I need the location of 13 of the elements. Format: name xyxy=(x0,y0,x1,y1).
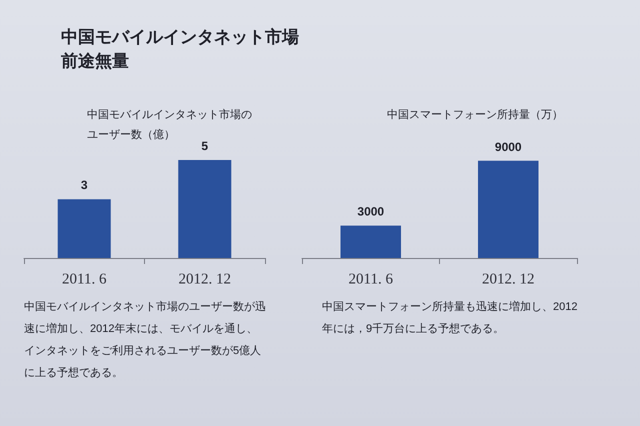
chart-title: 中国スマートフォーン所持量（万） xyxy=(387,108,563,121)
x-tick-label: 2012. 12 xyxy=(482,272,534,288)
data-label: 5 xyxy=(201,139,208,153)
x-tick-label: 2011. 6 xyxy=(348,272,394,288)
text: 中国モバイルインタネット市場のユーザー数が迅速に増加し、2012年末には、モバイルを通し、インタネットをご利用されるユーザー数が5億人に上る予想である。 xyxy=(24,300,266,379)
data-label: 3 xyxy=(80,178,88,192)
chart-subtitle: 中国モバイルインタネット市場のユーザー数（億） xyxy=(87,108,252,141)
data-label: 3000 xyxy=(357,204,384,219)
x-tick-label: 2011. 6 xyxy=(62,272,107,288)
x-tick-label: 2012. 12 xyxy=(178,272,231,288)
data-label: 9000 xyxy=(494,140,522,154)
chart-title: 中国モバイルインタネット市場前途無量 xyxy=(60,28,299,70)
text: 中国スマートフォーン所持量も迅速に増加し、2012年には，9千万台に上る予想である。 xyxy=(322,300,578,335)
